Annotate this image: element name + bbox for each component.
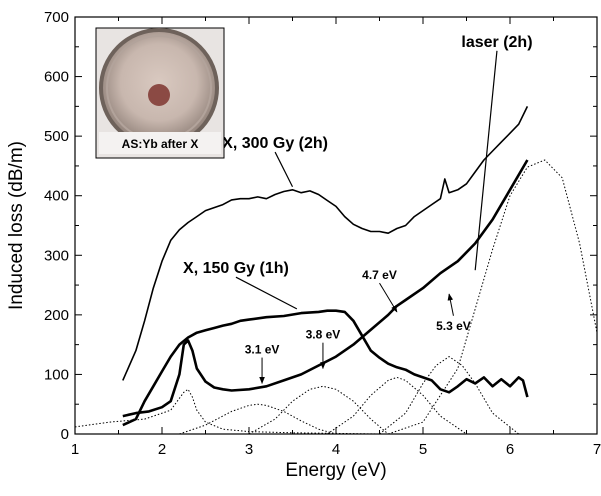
plot-area: laser (2h) X, 300 Gy (2h) X, 150 Gy (1h) 4.… (6, 9, 601, 481)
y-tick-label-7: 700 (44, 9, 69, 26)
gaussian-band-6 (327, 376, 467, 435)
annotation-label-2: X, 150 Gy (1h) (183, 260, 289, 277)
gaussian-band-7 (379, 356, 520, 435)
x-tick-label-1: 2 (158, 441, 166, 458)
annotation-arrow-3 (379, 282, 398, 313)
annotation-arrow-0 (474, 50, 498, 271)
gaussian-band-8 (388, 159, 598, 435)
y-tick-label-2: 200 (44, 307, 69, 324)
y-tick-label-6: 600 (44, 69, 69, 86)
y-axis-title: Induced loss (dB/m) (6, 141, 27, 310)
annotation-label-6: 3.1 eV (245, 343, 280, 357)
x-axis-title: Energy (eV) (285, 460, 386, 481)
gaussian-band-5 (248, 385, 389, 435)
annotation-label-5: 3.8 eV (306, 328, 341, 342)
series-line-laser-2h (122, 159, 529, 418)
gaussian-band-4 (179, 403, 337, 435)
series-line-x-150-gy-1h (122, 309, 529, 427)
annotation-label-0: laser (2h) (461, 34, 532, 51)
x-tick-label-0: 1 (71, 441, 79, 458)
annotation-label-1: X, 300 Gy (2h) (222, 135, 328, 152)
annotation-label-4: 5.3 eV (436, 319, 471, 333)
inset-photo: AS:Yb after X (95, 27, 225, 159)
y-tick-label-5: 500 (44, 128, 69, 145)
y-tick-label-0: 0 (61, 426, 69, 443)
irradiated-spot (148, 84, 170, 106)
inset-label: AS:Yb after X (122, 137, 199, 151)
x-tick-label-3: 4 (332, 441, 340, 458)
annotation-arrow-2 (235, 276, 298, 310)
x-tick-label-4: 5 (419, 441, 427, 458)
x-tick-label-5: 6 (506, 441, 514, 458)
annotation-arrow-4 (447, 293, 454, 316)
inset-label-bg (99, 132, 221, 154)
annotation-label-3: 4.7 eV (362, 268, 397, 282)
x-tick-label-2: 3 (245, 441, 253, 458)
series-line-x-300-gy-2h (122, 106, 529, 381)
y-tick-label-1: 100 (44, 366, 69, 383)
y-tick-label-4: 400 (44, 188, 69, 205)
x-tick-label-6: 7 (593, 441, 601, 458)
y-tick-label-3: 300 (44, 247, 69, 264)
annotation-arrow-1 (274, 151, 294, 188)
